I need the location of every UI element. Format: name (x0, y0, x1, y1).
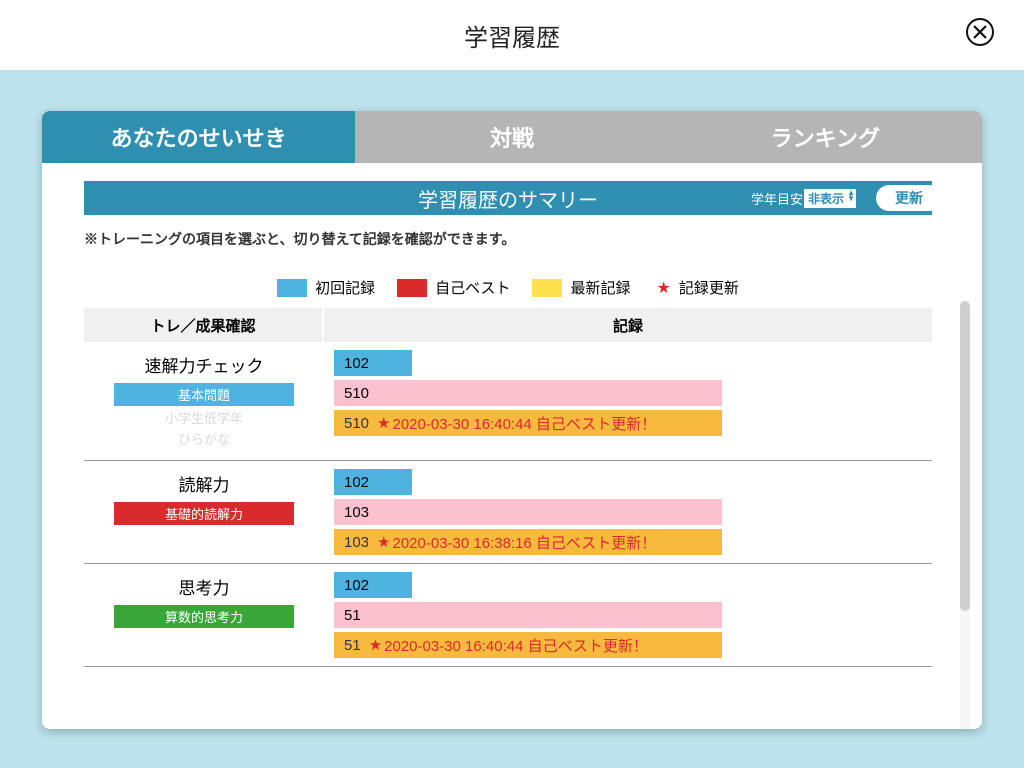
record-bar: 510★2020-03-30 16:40:44 自己ベスト更新！ (334, 410, 722, 436)
legend-swatch-first (277, 279, 307, 297)
legend-star-icon: ★ (656, 278, 670, 298)
table-header-right: 記録 (324, 308, 932, 342)
update-button[interactable]: 更新 (876, 185, 942, 211)
close-icon (973, 25, 987, 39)
legend-label-first: 初回記録 (315, 277, 375, 298)
legend: 初回記録 自己ベスト 最新記録 ★ 記録更新 (84, 277, 932, 298)
row-left-cell[interactable]: 読解力基礎的読解力 (84, 461, 324, 563)
summary-bar: 学習履歴のサマリー 学年目安： 非表示 ▲▼ 更新 (84, 181, 932, 215)
record-bar: 102 (334, 572, 412, 598)
tab-ranking[interactable]: ランキング (669, 111, 982, 163)
record-bar: 102 (334, 469, 412, 495)
table-body: 速解力チェック基本問題小学生低学年ひらがな 102 510 510★2020-03-3… (84, 342, 932, 667)
record-bar: 51 (334, 602, 722, 628)
table-header-left: トレ／成果確認 (84, 308, 324, 342)
table-row: 読解力基礎的読解力 102 103 103★2020-03-30 16:38:16 自… (84, 461, 932, 564)
table-row: 速解力チェック基本問題小学生低学年ひらがな 102 510 510★2020-03-3… (84, 342, 932, 461)
tab-battle[interactable]: 対戦 (355, 111, 668, 163)
row-right-cell: 102 103 103★2020-03-30 16:38:16 自己ベスト更新！ (324, 461, 932, 563)
category-badge: 算数的思考力 (114, 605, 294, 628)
category-title: 読解力 (179, 471, 230, 496)
category-badge: 基本問題 (114, 383, 294, 406)
category-title: 思考力 (179, 574, 230, 599)
legend-label-star: 記録更新 (679, 277, 739, 298)
category-badge: 基礎的読解力 (114, 502, 294, 525)
category-sublabel: 小学生低学年 (165, 408, 243, 427)
record-bar: 103 (334, 499, 722, 525)
legend-swatch-best (397, 279, 427, 297)
category-title: 速解力チェック (145, 352, 264, 377)
row-left-cell[interactable]: 速解力チェック基本問題小学生低学年ひらがな (84, 342, 324, 460)
content-area: 学習履歴のサマリー 学年目安： 非表示 ▲▼ 更新 ※トレーニングの項目を選ぶと… (42, 163, 982, 729)
record-bar: 51★2020-03-30 16:40:44 自己ベスト更新！ (334, 632, 722, 658)
record-bar: 102 (334, 350, 412, 376)
instruction-note: ※トレーニングの項目を選ぶと、切り替えて記録を確認ができます。 (84, 229, 932, 249)
scroll-thumb[interactable] (960, 301, 970, 611)
close-button[interactable] (966, 18, 994, 46)
stepper-icon: ▲▼ (847, 190, 855, 202)
legend-swatch-latest (532, 279, 562, 297)
header-bar: 学習履歴 (0, 0, 1024, 70)
tabs: あなたのせいせき 対戦 ランキング (42, 111, 982, 163)
grade-value: 非表示 (808, 192, 844, 206)
page-title: 学習履歴 (464, 18, 560, 53)
tab-my-results[interactable]: あなたのせいせき (42, 111, 355, 163)
legend-label-best: 自己ベスト (435, 277, 510, 298)
category-sublabel: ひらがな (178, 429, 230, 448)
record-bar: 510 (334, 380, 722, 406)
scrollbar[interactable] (960, 301, 970, 729)
row-right-cell: 102 510 510★2020-03-30 16:40:44 自己ベスト更新！ (324, 342, 932, 460)
legend-label-latest: 最新記録 (570, 277, 630, 298)
summary-title: 学習履歴のサマリー (418, 184, 598, 213)
record-bar: 103★2020-03-30 16:38:16 自己ベスト更新！ (334, 529, 722, 555)
grade-select[interactable]: 非表示 ▲▼ (804, 189, 856, 208)
table-row: 思考力算数的思考力 102 51 51★2020-03-30 16:40:44 自己ベ… (84, 564, 932, 667)
row-left-cell[interactable]: 思考力算数的思考力 (84, 564, 324, 666)
row-right-cell: 102 51 51★2020-03-30 16:40:44 自己ベスト更新！ (324, 564, 932, 666)
table-header: トレ／成果確認 記録 (84, 308, 932, 342)
main-card: あなたのせいせき 対戦 ランキング 学習履歴のサマリー 学年目安： 非表示 ▲▼… (42, 111, 982, 729)
page-background: 学習履歴 あなたのせいせき 対戦 ランキング 学習履歴のサマリー 学年目安： 非… (0, 0, 1024, 768)
